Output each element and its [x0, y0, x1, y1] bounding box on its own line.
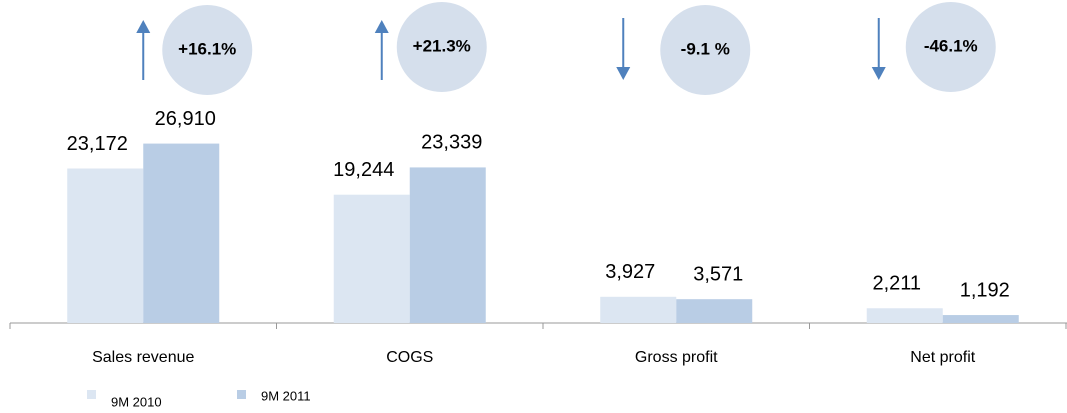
- change-label: -9.1 %: [681, 39, 730, 58]
- change-bubble: [162, 5, 253, 95]
- data-label: 23,339: [421, 132, 482, 154]
- change-arrow-head: [616, 67, 631, 80]
- data-label: 2,211: [872, 273, 921, 295]
- legend-swatch: [87, 390, 96, 399]
- bar: [409, 167, 486, 323]
- x-tick-label: COGS: [386, 349, 433, 366]
- change-arrow-head: [136, 20, 151, 33]
- legend-label: 9M 2011: [261, 388, 311, 403]
- bar: [676, 299, 753, 323]
- data-label: 1,192: [960, 279, 1010, 301]
- data-label: 3,571: [693, 263, 743, 285]
- change-bubble: [905, 2, 996, 92]
- data-label: 23,172: [67, 133, 128, 155]
- legend-swatch: [237, 390, 246, 399]
- bar: [67, 168, 144, 323]
- bar: [143, 143, 220, 323]
- bar: [600, 296, 677, 323]
- x-tick-label: Net profit: [910, 349, 975, 366]
- change-arrow-head: [871, 67, 886, 80]
- change-label: -46.1%: [924, 36, 978, 55]
- data-label: 19,244: [333, 159, 394, 181]
- change-bubble: [660, 5, 751, 95]
- change-label: +16.1%: [178, 39, 236, 58]
- data-label: 26,910: [155, 108, 216, 130]
- bar: [333, 194, 410, 323]
- data-label: 3,927: [605, 261, 655, 283]
- change-arrow-head: [374, 20, 389, 33]
- change-bubble: [396, 2, 487, 92]
- legend-label: 9M 2010: [111, 394, 162, 409]
- x-tick-label: Gross profit: [635, 349, 718, 366]
- bar: [942, 315, 1019, 323]
- change-label: +21.3%: [413, 36, 471, 55]
- bar: [866, 308, 943, 323]
- x-tick-label: Sales revenue: [92, 349, 194, 366]
